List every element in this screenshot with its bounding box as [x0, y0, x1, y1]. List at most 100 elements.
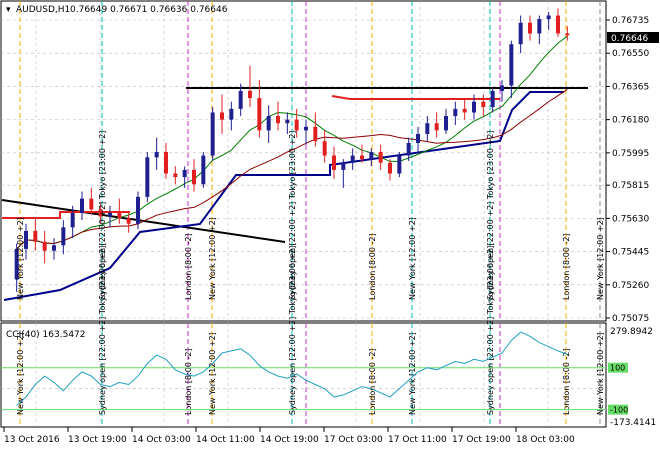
- candle-body: [332, 155, 336, 170]
- candle-body: [42, 241, 47, 251]
- session-label: New York [12:00 +2]: [16, 217, 25, 300]
- candle-body: [126, 218, 131, 224]
- candle-body: [322, 141, 327, 156]
- price-tick-label: 0.75815: [612, 181, 649, 191]
- candle-body: [266, 116, 271, 131]
- price-tick-label: 0.76735: [612, 16, 649, 26]
- time-tick-label: 14 Oct 03:00: [132, 435, 191, 445]
- ohlc-values: 0.76649 0.76671 0.76636 0.76646: [70, 5, 228, 15]
- candle-body: [192, 169, 196, 185]
- session-label: New York [12:00 +2]: [596, 217, 605, 300]
- candle-body: [556, 15, 560, 34]
- candle-body: [360, 155, 364, 160]
- candle-body: [453, 108, 458, 117]
- candle-body: [182, 169, 187, 178]
- symbol-label: AUDUSD,H1: [16, 5, 70, 15]
- cci-level-label: 100: [610, 364, 625, 373]
- session-label: New York [12:00 +2]: [596, 332, 605, 415]
- session-lines: [19, 1, 601, 427]
- candle-body: [164, 151, 168, 174]
- price-axis: 0.76735 0.76550 0.76365 0.76180 0.75995 0.758…: [606, 16, 649, 324]
- main-pane: [0, 0, 607, 322]
- session-label: London [8:00 -2]: [368, 233, 377, 300]
- session-label: New York [12:00 +2]: [16, 332, 25, 415]
- candle-body: [108, 212, 112, 217]
- price-tick-label: 0.75260: [612, 281, 649, 291]
- cci-axis-min: -173.4141: [610, 418, 656, 428]
- candle-body: [481, 101, 486, 108]
- candle-body: [33, 230, 38, 242]
- time-tick-label: 13 Oct 2016: [4, 435, 60, 445]
- session-label: London [8:00 -2]: [184, 348, 193, 415]
- candle-body: [61, 227, 66, 246]
- price-tick-label: 0.75445: [612, 248, 649, 258]
- candle-body: [70, 212, 75, 228]
- time-tick-label: 13 Oct 19:00: [68, 435, 127, 445]
- candle-body: [406, 142, 411, 156]
- current-price-tag: [607, 32, 659, 43]
- candle-body: [304, 126, 308, 131]
- candle-body: [313, 126, 318, 142]
- candle-body: [397, 155, 402, 174]
- time-tick-label: 14 Oct 19:00: [260, 435, 319, 445]
- candle-body: [229, 108, 234, 120]
- session-label: London [8:00 -2]: [184, 233, 193, 300]
- session-label: New York [12:00 +2]: [208, 217, 217, 300]
- price-tick-label: 0.76550: [612, 49, 649, 59]
- candle-body: [98, 209, 103, 217]
- candle-body: [546, 15, 551, 20]
- candle-body: [537, 19, 542, 34]
- candle-body: [14, 248, 19, 280]
- ma-fast: [16, 35, 568, 250]
- candle-body: [248, 90, 252, 99]
- candle-body: [425, 123, 430, 134]
- candle-body: [154, 151, 159, 158]
- price-tick-label: 0.76365: [612, 82, 649, 92]
- candle-body: [173, 173, 178, 178]
- session-label: London [8:00 -2]: [368, 348, 377, 415]
- candle-body: [136, 196, 140, 224]
- current-price-text: 0.76646: [611, 34, 648, 44]
- candle-body: [369, 151, 374, 160]
- candle-body: [117, 212, 122, 219]
- time-tick-label: 14 Oct 11:00: [196, 435, 255, 445]
- session-label: New York [12:00 +2]: [408, 332, 417, 415]
- time-tick-label: 17 Oct 03:00: [324, 435, 383, 445]
- candle-body: [518, 22, 523, 45]
- candle-body: [52, 245, 56, 251]
- cci-line: [16, 331, 568, 406]
- price-tick-label: 0.75995: [612, 149, 649, 159]
- cci-label: CCI(40) 163.5472: [6, 330, 86, 340]
- time-tick-label: 17 Oct 11:00: [388, 435, 447, 445]
- candle-body: [500, 85, 504, 91]
- candle-body: [257, 98, 262, 131]
- dropdown-icon[interactable]: ▾: [6, 5, 11, 15]
- session-label: Sydney open [22:00 +2] Tokyo [23:00 +2]: [486, 246, 495, 415]
- session-label: Sydney open [22:00 +2] Tokyo [23:00 +2]: [98, 246, 107, 415]
- session-label: Sydney open [22:00 +2] Tokyo [23:00 +2]: [288, 131, 297, 300]
- candle-body: [24, 230, 28, 249]
- indicator-pane: [0, 322, 607, 428]
- candle-body: [220, 112, 224, 120]
- price-tick-label: 0.75630: [612, 214, 649, 224]
- session-label: Sydney open [22:00 +2] Tokyo [23:00 +2]: [288, 246, 297, 415]
- candle-body: [89, 198, 94, 210]
- price-tick-label: 0.76180: [612, 116, 649, 126]
- candle-body: [388, 162, 392, 174]
- candle-body: [294, 119, 299, 131]
- candle-body: [378, 151, 383, 163]
- session-label: London [8:00 -2]: [562, 233, 571, 300]
- candle-body: [565, 33, 570, 36]
- candle-body: [490, 90, 495, 108]
- time-tick-label: 17 Oct 19:00: [452, 435, 511, 445]
- candle-body: [416, 133, 420, 143]
- candle-body: [528, 22, 532, 34]
- cci-level-tag: [608, 362, 628, 373]
- candle-body: [210, 112, 215, 156]
- session-label: Sydney open [22:00 +2] Tokyo [23:00 +2]: [486, 131, 495, 300]
- candles: [14, 8, 570, 292]
- time-axis: 13 Oct 2016 13 Oct 19:00 14 Oct 03:00 14 Oc…: [3, 427, 575, 445]
- session-label: New York [12:00 +2]: [408, 217, 417, 300]
- candle-body: [145, 157, 150, 197]
